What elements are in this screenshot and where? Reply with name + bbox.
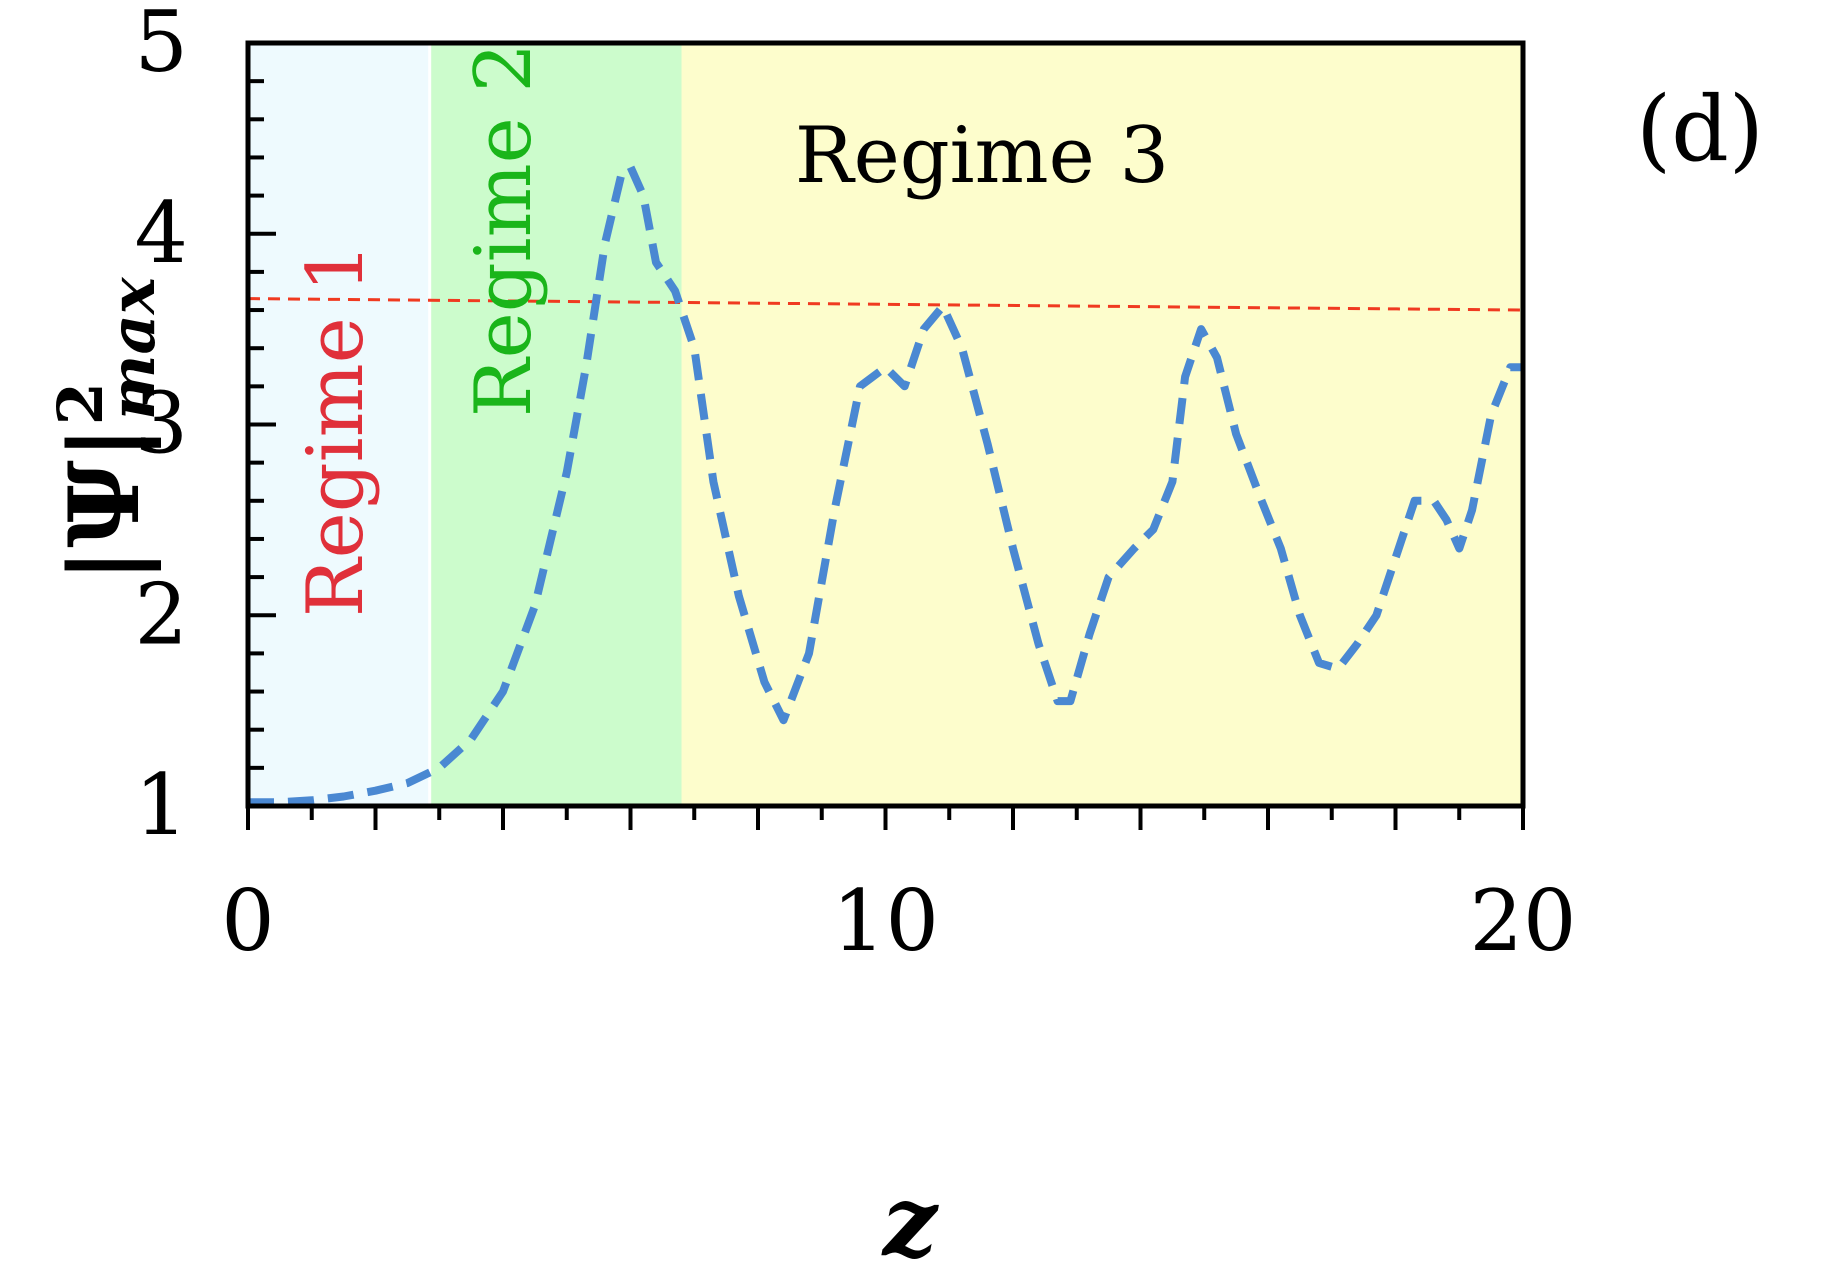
regime-band-1 [248,43,430,806]
x-tick-label: 0 [221,872,274,970]
y-tick-label: 5 [135,0,188,91]
plot-border [245,40,1526,809]
y-axis-title: |Ψ|2max [44,276,169,582]
regime-2-label: Regime 2 [459,43,549,417]
y-tick-label: 1 [135,756,188,854]
panel-label: (d) [1636,77,1764,182]
series-group [248,163,1523,807]
regime-3-label: Regime 3 [795,111,1169,201]
regime-bands [248,43,1523,806]
regime-1-label: Regime 1 [291,243,381,617]
y-axis-title-group: |Ψ|2max [44,276,169,582]
x-tick-label: 10 [832,872,939,970]
threshold-line [247,297,1524,312]
threshold-group [247,297,1524,312]
regime-band-3 [681,43,1523,806]
y-axis-title-base: |Ψ| [48,425,161,583]
y-axis-title-sub: max [96,276,169,420]
tick-labels: 0 10 20 1 2 3 4 5 [135,0,1577,970]
y-axis-title-sup: 2 [44,382,117,425]
x-tick-label: 20 [1470,872,1577,970]
y-tick-label: 3 [135,375,188,473]
plot-frame [245,40,1526,809]
x-axis-title: z [881,1165,940,1270]
regime-band-2 [429,43,682,806]
y-tick-label: 4 [135,184,188,282]
y-tick-label: 2 [135,565,188,663]
series-line-1 [248,163,1523,807]
